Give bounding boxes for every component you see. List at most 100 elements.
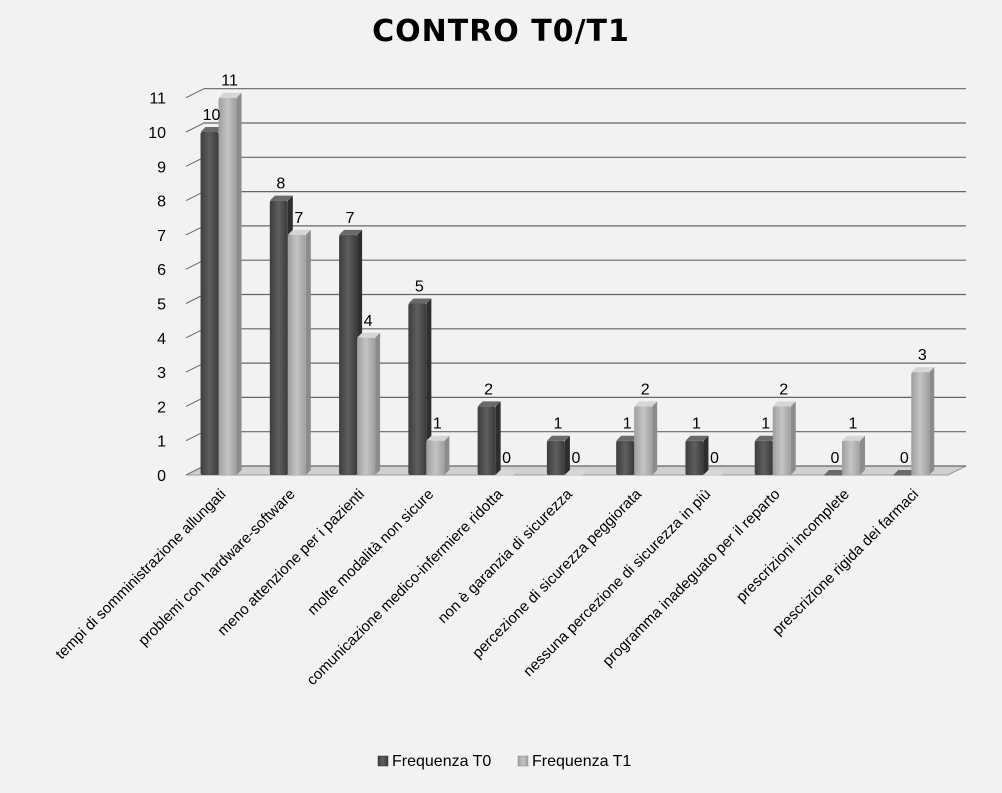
legend-label-t0: Frequenza T0 — [392, 753, 491, 770]
bar-side-t1 — [929, 367, 935, 475]
bar-t0 — [269, 200, 288, 475]
bar-t1 — [842, 440, 861, 475]
bar-t1 — [564, 475, 583, 476]
y-tick-label: 11 — [149, 91, 166, 108]
data-label-t1: 11 — [221, 73, 238, 90]
bar-t0 — [546, 440, 565, 475]
bar-side-t0 — [703, 435, 709, 475]
bar-t1 — [495, 475, 514, 476]
bar-t1 — [218, 97, 237, 475]
y-tick-label: 8 — [157, 194, 166, 211]
data-label-t0: 0 — [831, 450, 840, 467]
bar-top-t0 — [824, 470, 848, 475]
bar-top-t1 — [287, 229, 311, 235]
bar-side-t1 — [305, 229, 311, 475]
bar-top-t1 — [426, 435, 450, 441]
data-label-t1: 2 — [779, 381, 788, 398]
gridline-depth — [185, 122, 205, 133]
data-label-t0: 2 — [484, 381, 493, 398]
legend-label-t1: Frequenza T1 — [532, 753, 631, 770]
bar-top-t0 — [754, 435, 778, 441]
bar-t1 — [703, 475, 722, 476]
bar-top-t0 — [200, 127, 224, 132]
bar-t0 — [616, 440, 635, 475]
data-label-t1: 0 — [571, 450, 580, 467]
bar-top-t0 — [339, 229, 363, 235]
y-tick-label: 3 — [157, 365, 166, 382]
bar-top-t1 — [911, 367, 935, 373]
data-label-t1: 3 — [918, 347, 927, 364]
bar-t0 — [893, 475, 912, 476]
y-tick-label: 0 — [157, 468, 166, 485]
data-label-t0: 0 — [900, 450, 909, 467]
data-label-t1: 1 — [849, 416, 858, 433]
legend-swatch-t0 — [377, 755, 389, 767]
data-label-t1: 7 — [294, 210, 303, 227]
y-tick-label: 4 — [157, 331, 166, 348]
bar-top-t1 — [357, 332, 381, 338]
bar-t0 — [408, 303, 427, 475]
data-label-t1: 2 — [641, 381, 650, 398]
data-label-t0: 8 — [276, 176, 285, 193]
x-category-label: molte modalità non sicure — [304, 486, 437, 619]
bar-side-t1 — [790, 401, 796, 475]
bar-t0 — [824, 475, 843, 476]
y-tick-label: 5 — [157, 297, 166, 314]
data-label-t1: 0 — [502, 450, 511, 467]
bar-t1 — [911, 372, 930, 475]
data-label-t1: 0 — [710, 450, 719, 467]
bar-top-t0 — [477, 401, 501, 407]
bar-side-t1 — [444, 435, 450, 475]
bar-top-t1 — [634, 401, 658, 407]
data-label-t1: 4 — [364, 313, 373, 330]
data-label-t1: 1 — [433, 416, 442, 433]
bar-side-t1 — [652, 401, 658, 475]
bar-top-t1 — [495, 470, 519, 475]
chart-title: CONTRO T0/T1 — [372, 14, 630, 49]
data-label-t0: 1 — [553, 416, 562, 433]
bar-top-t1 — [772, 401, 796, 407]
bar-side-t0 — [426, 298, 432, 475]
data-label-t0: 1 — [761, 416, 770, 433]
bar-top-t1 — [703, 470, 727, 475]
y-tick-label: 10 — [148, 125, 166, 142]
data-label-t0: 5 — [415, 279, 424, 296]
y-tick-label: 2 — [157, 399, 166, 416]
bar-side-t1 — [860, 435, 866, 475]
bar-top-t1 — [218, 92, 242, 98]
legend-swatch-t1 — [517, 755, 529, 767]
bar-top-t0 — [546, 435, 570, 441]
y-tick-label: 7 — [157, 228, 166, 245]
data-label-t0: 10 — [203, 107, 221, 124]
x-category-label: prescrizioni incomplete — [733, 486, 853, 606]
bar-t0 — [754, 440, 773, 475]
bar-side-t0 — [495, 401, 501, 475]
bar-t1 — [634, 406, 653, 475]
data-label-t0: 1 — [623, 416, 632, 433]
bar-side-t0 — [564, 435, 570, 475]
bar-t0 — [685, 440, 704, 475]
bar-top-t1 — [564, 470, 588, 475]
bar-top-t0 — [408, 298, 432, 304]
bar-side-t1 — [375, 332, 381, 475]
x-category-label: meno attenzione per i pazienti — [214, 486, 368, 640]
bar-top-t1 — [842, 435, 866, 441]
gridline-depth — [185, 88, 205, 99]
data-label-t0: 7 — [346, 210, 355, 227]
bar-top-t0 — [616, 435, 640, 441]
bar-t1 — [287, 234, 306, 475]
y-tick-label: 1 — [157, 434, 166, 451]
bar-top-t0 — [685, 435, 709, 441]
bar-t0 — [200, 132, 219, 475]
bar-top-t0 — [269, 195, 293, 201]
bar-t0 — [339, 234, 358, 475]
x-category-label: prescrizione rigida dei farmaci — [769, 486, 922, 639]
x-category-label: non è garanzia di sicurezza — [435, 485, 577, 627]
bar-t1 — [772, 406, 791, 475]
bar-top-t0 — [893, 470, 917, 475]
y-tick-label: 6 — [157, 262, 166, 279]
bar-t1 — [426, 440, 445, 475]
y-tick-label: 9 — [157, 159, 166, 176]
